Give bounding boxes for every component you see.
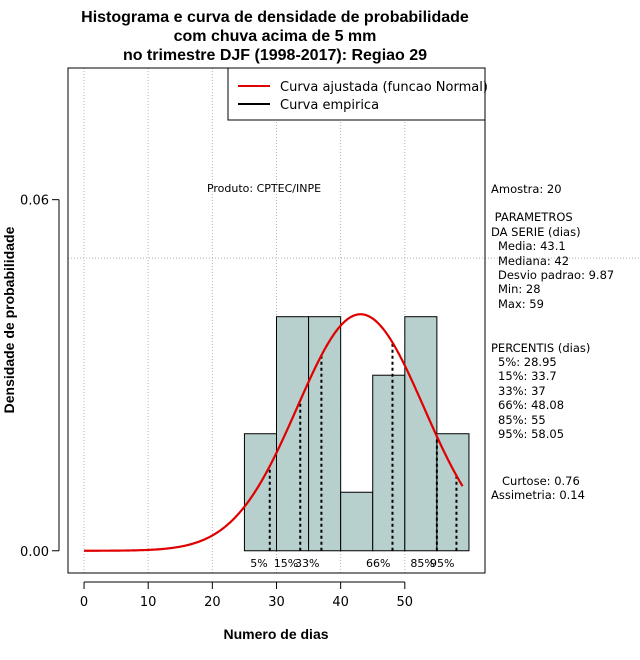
percentil-85: 85%: 55	[498, 413, 546, 427]
param-max: Max: 59	[498, 297, 544, 311]
percentile-label: 95%	[430, 557, 454, 570]
percentile-label: 85%	[410, 557, 434, 570]
percentile-label: 33%	[295, 557, 319, 570]
percentile-label: 5%	[250, 557, 267, 570]
x-tick-label: 0	[80, 595, 88, 610]
histogram-bar	[404, 316, 438, 552]
axes: 0 10 20 30 40 50 0.00 0.06	[20, 194, 413, 610]
y-tick-label: 0.00	[20, 545, 49, 560]
chart-title-line-2: com chuva acima de 5 mm	[174, 28, 377, 45]
percentis-title: PERCENTIS (dias)	[491, 341, 590, 355]
chart-title-line-1: Histograma e curva de densidade de proba…	[81, 9, 469, 26]
histogram-bar	[308, 316, 342, 552]
histogram-bar	[276, 316, 310, 552]
percentil-95: 95%: 58.05	[498, 427, 564, 441]
percentile-lines: 5% 15%33% 66% 85%95%	[250, 342, 458, 570]
percentil-15: 15%: 33.7	[498, 369, 557, 383]
x-axis-title: Numero de dias	[223, 626, 328, 642]
histogram-bar	[243, 433, 278, 552]
param-mean: Media: 43.1	[498, 239, 566, 253]
histogram-bars	[243, 316, 470, 552]
legend-box	[227, 67, 486, 121]
legend-empirical-label: Curva empirica	[280, 98, 379, 113]
product-annotation: Produto: CPTEC/INPE	[207, 182, 321, 195]
legend-normal-label: Curva ajustada (funcao Normal)	[280, 80, 488, 95]
kurtosis: Curtose: 0.76	[502, 474, 580, 488]
y-tick-label: 0.06	[20, 194, 49, 209]
percentil-5: 5%: 28.95	[498, 355, 557, 369]
chart-title-line-3: no trimestre DJF (1998-2017): Regiao 29	[123, 47, 427, 64]
legend: Curva ajustada (funcao Normal) Curva emp…	[227, 67, 488, 121]
param-min: Min: 28	[498, 282, 541, 296]
histogram-bar	[436, 433, 470, 552]
percentil-33: 33%: 37	[498, 384, 546, 398]
sample-size: Amostra: 20	[491, 182, 562, 196]
param-median: Mediana: 42	[498, 254, 569, 268]
percentil-66: 66%: 48.08	[498, 398, 564, 412]
x-tick-label: 30	[268, 595, 285, 610]
skewness: Assimetria: 0.14	[491, 488, 585, 502]
params-title-2: DA SERIE (dias)	[491, 225, 581, 239]
x-tick-label: 10	[140, 595, 157, 610]
x-tick-label: 40	[332, 595, 349, 610]
percentile-label: 15%	[274, 557, 298, 570]
normal-curve	[84, 313, 464, 552]
statistics-panel: Amostra: 20 PARAMETROS DA SERIE (dias) M…	[491, 182, 614, 502]
params-title-1: PARAMETROS	[491, 210, 573, 224]
percentile-label: 66%	[366, 557, 390, 570]
y-axis-title: Densidade de probabilidade	[1, 226, 17, 413]
x-tick-label: 20	[204, 595, 221, 610]
histogram-bar	[340, 491, 374, 552]
x-tick-label: 50	[397, 595, 414, 610]
histogram-bar	[372, 374, 406, 552]
param-std: Desvio padrao: 9.87	[498, 268, 614, 282]
density-curves	[84, 313, 464, 552]
